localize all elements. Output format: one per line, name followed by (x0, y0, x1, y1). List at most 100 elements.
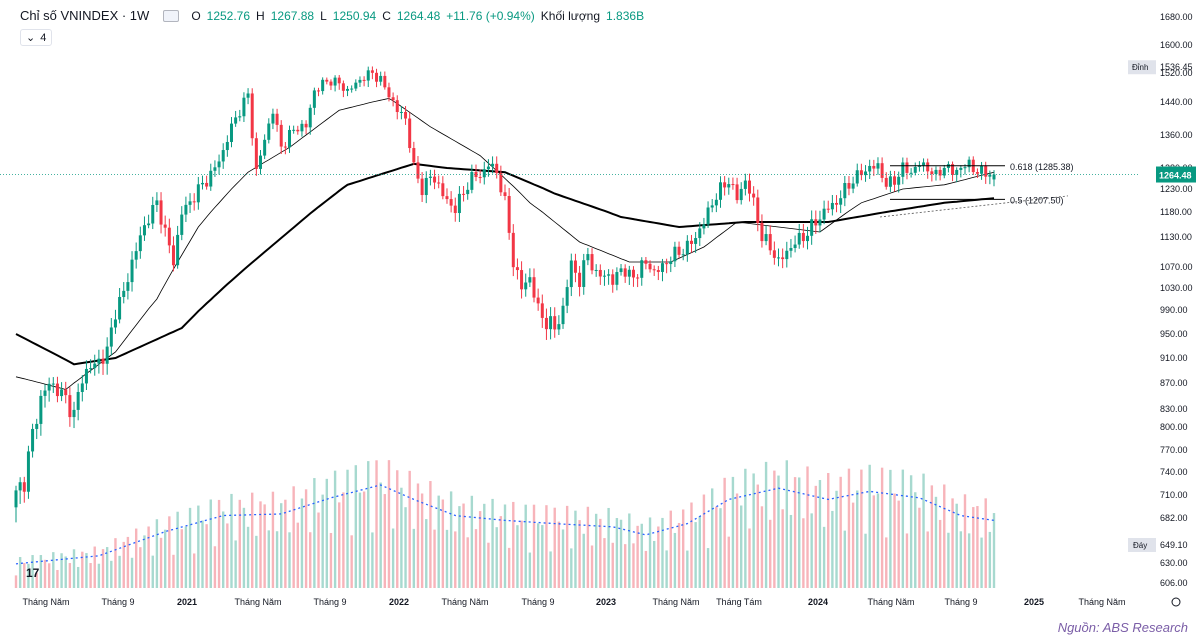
volume-bar (827, 473, 830, 588)
candle (167, 218, 171, 254)
high-label: H (256, 8, 265, 23)
volume-bar (313, 478, 316, 588)
volume-bar (665, 550, 668, 588)
candle (453, 197, 457, 222)
candle-body (909, 172, 913, 174)
volume-bar (520, 520, 523, 588)
candle-body (404, 111, 408, 119)
candle (532, 268, 536, 303)
candle-body (710, 205, 714, 208)
candle (553, 307, 557, 338)
candle-body (582, 260, 586, 287)
candle (777, 248, 781, 267)
candle-body (482, 169, 486, 178)
visibility-eye-icon[interactable] (163, 9, 180, 22)
candle-body (980, 165, 984, 174)
volume-bar (499, 516, 503, 588)
candle (549, 307, 553, 340)
candle (72, 401, 76, 429)
volume-bar (619, 519, 623, 588)
y-tick-label: 800.00 (1160, 422, 1188, 432)
price-candles (14, 66, 996, 523)
candle (681, 248, 685, 261)
volume-bar (234, 540, 237, 588)
peak-label: Đỉnh (1132, 63, 1148, 72)
volume-bar (43, 559, 47, 588)
candle-body (549, 316, 553, 330)
time-axis: Tháng Năm Tháng 9 2021 Tháng Năm Tháng 9 2022… (22, 597, 1181, 607)
volume-bar (702, 494, 706, 588)
candle-body (184, 204, 188, 215)
candle (615, 267, 619, 291)
candle (283, 141, 287, 155)
candle (312, 87, 316, 115)
candle-body (839, 198, 843, 205)
candle-body (789, 248, 793, 251)
candle (304, 120, 308, 135)
candle (743, 173, 747, 196)
candle (847, 176, 851, 196)
volume-bar (474, 529, 478, 588)
candle-body (495, 163, 499, 174)
candle-body (424, 177, 428, 196)
candle-body (913, 166, 917, 173)
candle (938, 166, 942, 181)
candle (826, 200, 830, 213)
candle-body (685, 240, 689, 255)
candle (515, 258, 519, 280)
volume-bar (706, 548, 710, 588)
volume-bar (603, 538, 606, 588)
volume-bar (487, 542, 490, 588)
volume-bar (346, 469, 349, 588)
volume-bar (681, 509, 685, 588)
symbol-title[interactable]: Chỉ số VNINDEX · 1W (20, 8, 150, 23)
candle (876, 157, 880, 175)
candle (329, 79, 333, 91)
open-label: O (191, 8, 201, 23)
x-tick-label: Tháng 9 (521, 597, 554, 607)
volume-bar (300, 498, 304, 588)
candle-body (428, 176, 432, 178)
candle (544, 308, 548, 340)
candle (689, 234, 693, 253)
volume-bar (789, 514, 793, 588)
candle (897, 171, 901, 193)
volume-bar (93, 546, 96, 588)
candle-body (387, 87, 391, 98)
volume-bar (897, 500, 900, 588)
volume-bar (611, 542, 614, 588)
candle-body (84, 368, 88, 384)
volume-bar (338, 502, 341, 588)
candle-body (180, 214, 184, 235)
candle-body (93, 363, 97, 369)
candle (395, 95, 399, 120)
volume-bar (238, 499, 241, 588)
volume-bar (607, 507, 610, 588)
volume-ma-line (15, 484, 995, 565)
candle (723, 176, 727, 196)
candle-body (445, 196, 449, 200)
candle-body (843, 183, 847, 199)
indicator-toggle-button[interactable]: ⌄ 4 (20, 29, 53, 46)
x-tick-label: Tháng Tám (716, 597, 762, 607)
volume-bar (777, 475, 780, 588)
candle (855, 163, 859, 187)
candle (611, 269, 615, 293)
y-tick-label: 830.00 (1160, 404, 1188, 414)
candle (138, 226, 142, 259)
candle (714, 193, 718, 213)
candle (694, 231, 698, 253)
candle-body (868, 165, 872, 172)
volume-bar (880, 467, 884, 588)
candle (97, 349, 101, 374)
candle-body (478, 177, 482, 179)
candle (387, 82, 391, 102)
candle (565, 279, 569, 314)
candle (631, 266, 635, 287)
volume-bar (512, 501, 515, 588)
volume-bar (118, 555, 121, 588)
candle (408, 112, 412, 153)
candle-body (225, 141, 229, 151)
candle-body (888, 176, 892, 187)
